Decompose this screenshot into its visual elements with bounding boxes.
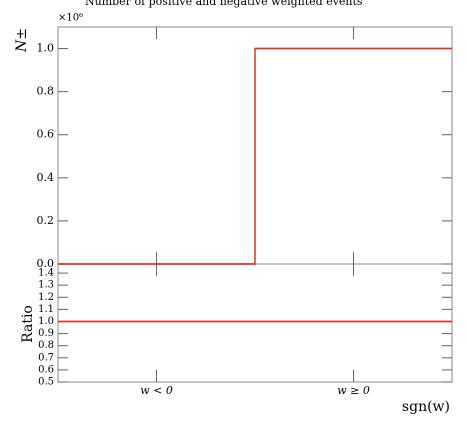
y-tick-label: 1.1 xyxy=(38,304,54,315)
chart-title: Number of positive and negative weighted… xyxy=(85,0,363,8)
y-tick-label: 0.8 xyxy=(37,85,55,98)
y-tick-label: 0.9 xyxy=(38,328,54,339)
multiplier: ×10⁶ xyxy=(58,13,83,24)
y-axis-label: N± xyxy=(14,28,30,53)
y-tick-label: 0.6 xyxy=(37,128,55,141)
y-tick-label: 1.0 xyxy=(38,316,54,327)
x-axis-label: sgn(w) xyxy=(402,399,450,415)
ratio-axis-label: Ratio xyxy=(20,305,36,343)
y-tick-label: 1.0 xyxy=(37,42,55,55)
y-tick-label: 0.4 xyxy=(37,171,55,184)
y-tick-label: 0.8 xyxy=(38,340,54,351)
y-tick-label: 0.5 xyxy=(38,377,54,388)
x-tick-label: w ≥ 0 xyxy=(337,384,370,397)
y-tick-label: 1.2 xyxy=(38,292,54,303)
y-tick-label: 1.4 xyxy=(38,268,54,279)
y-tick-label: 0.7 xyxy=(38,352,54,363)
histogram-step xyxy=(58,47,452,265)
ratio-frame xyxy=(57,263,453,383)
y-tick-label: 0.6 xyxy=(38,364,54,375)
y-tick-label: 0.0 xyxy=(37,257,55,270)
y-tick-label: 0.2 xyxy=(37,214,55,227)
x-tick-label: w < 0 xyxy=(140,384,173,397)
y-tick-label: 1.3 xyxy=(38,280,54,291)
